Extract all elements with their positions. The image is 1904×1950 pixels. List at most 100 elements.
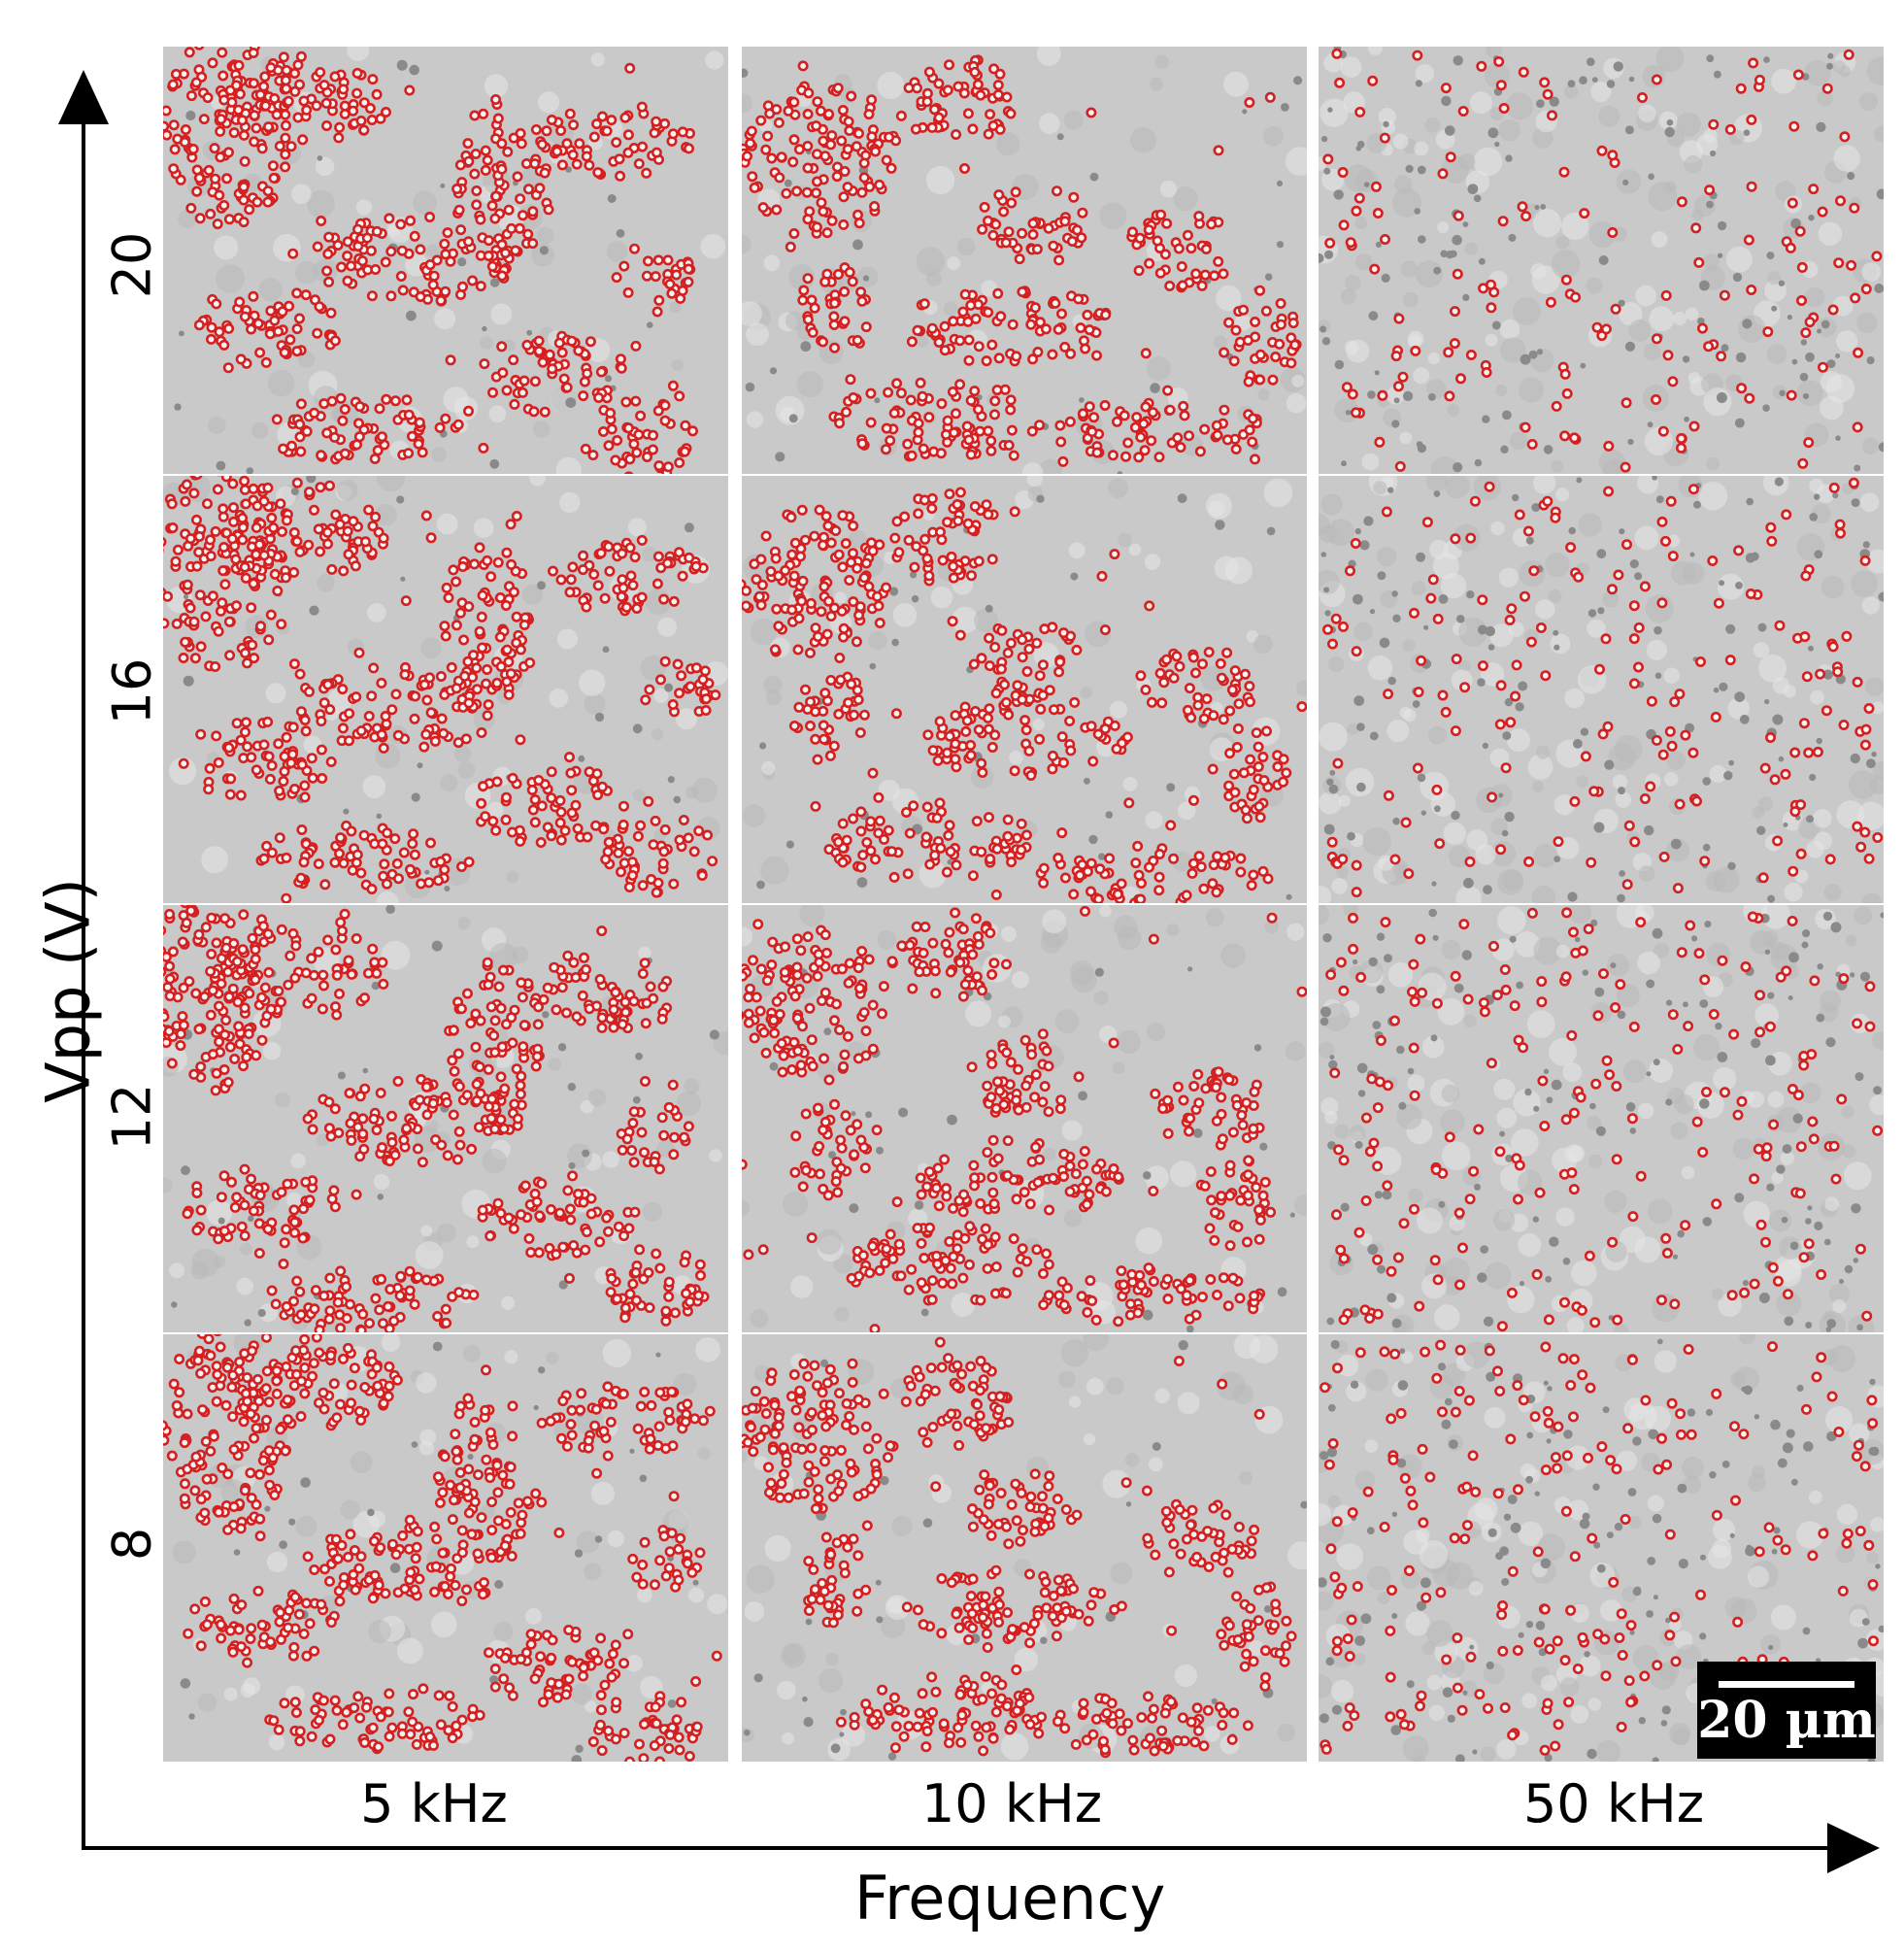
tracked-particle [679, 446, 690, 457]
tracked-particle [585, 1208, 597, 1220]
tracked-particle [316, 716, 327, 727]
tracked-particle [789, 537, 801, 549]
tracked-particle [751, 992, 762, 1003]
tracked-particle [516, 977, 527, 989]
tracked-particle [1048, 704, 1059, 716]
tracked-particle [947, 616, 958, 627]
tracked-particle [632, 830, 644, 842]
tracked-particle [791, 933, 803, 945]
dark-particle [1553, 644, 1560, 651]
tracked-particle [1057, 756, 1069, 768]
tracked-particle [627, 1118, 639, 1129]
tracked-particle [1267, 374, 1279, 386]
tracked-particle [465, 1018, 477, 1029]
tracked-particle [474, 542, 485, 554]
tracked-particle [856, 295, 868, 307]
tracked-particle [572, 823, 584, 834]
tracked-particle [1207, 878, 1219, 890]
tracked-particle [828, 311, 840, 322]
background-bubble [1531, 780, 1544, 792]
tracked-particle [788, 134, 800, 146]
tracked-particle [210, 525, 221, 537]
tracked-particle [915, 377, 926, 388]
background-bubble [1069, 960, 1095, 986]
tracked-particle [679, 1131, 690, 1143]
background-bubble [1519, 377, 1545, 403]
tracked-particle [1656, 597, 1668, 609]
row-label-20: 20 [101, 231, 163, 299]
tracked-particle [321, 526, 333, 538]
dark-particle [709, 1029, 720, 1040]
tracked-particle [1017, 693, 1028, 705]
dark-particle [1766, 252, 1775, 260]
tracked-particle [384, 1156, 395, 1167]
dark-particle [1763, 56, 1770, 63]
tracked-particle [358, 1143, 370, 1155]
tracked-particle [246, 1173, 257, 1185]
tracked-particle [185, 90, 197, 102]
tracked-particle [213, 1233, 224, 1245]
tracked-particle [1331, 48, 1343, 59]
background-bubble [1135, 1227, 1163, 1255]
tracked-particle [420, 1081, 432, 1093]
tracked-particle [351, 1189, 362, 1200]
tracked-particle [1257, 865, 1269, 877]
tracked-particle [503, 689, 515, 700]
tracked-particle [258, 853, 270, 864]
tracked-particle [517, 992, 528, 1003]
tracked-particle [881, 154, 892, 166]
dark-particle [1778, 280, 1786, 286]
tracked-particle [596, 1012, 608, 1024]
tracked-particle [612, 434, 623, 446]
tracked-particle [193, 1024, 205, 1035]
tracked-particle [463, 697, 475, 709]
tracked-particle [496, 138, 508, 150]
tracked-particle [395, 219, 407, 230]
tracked-particle [501, 385, 513, 396]
tracked-particle [853, 610, 865, 622]
tracked-particle [266, 1285, 278, 1296]
tracked-particle [326, 395, 338, 407]
dark-particle [1822, 669, 1833, 680]
tracked-particle [316, 744, 327, 756]
tracked-particle [786, 549, 798, 560]
tracked-particle [235, 790, 247, 801]
tracked-particle [534, 183, 546, 194]
dark-particle [1809, 513, 1818, 521]
tracked-particle [611, 137, 622, 149]
tracked-particle [835, 674, 847, 686]
dark-particle [632, 723, 643, 734]
tracked-particle [451, 576, 462, 588]
tracked-particle [211, 730, 222, 742]
tracked-particle [205, 1009, 217, 1021]
tracked-particle [1173, 243, 1185, 254]
tracked-particle [1344, 565, 1355, 577]
background-bubble [1144, 554, 1161, 570]
tracked-particle [1139, 445, 1151, 456]
dark-particle [406, 310, 417, 321]
tracked-particle [935, 842, 947, 854]
background-bubble [1727, 697, 1751, 720]
tracked-particle [389, 833, 401, 845]
tracked-particle [934, 797, 946, 809]
background-bubble [1170, 1160, 1197, 1188]
tracked-particle [1065, 745, 1077, 756]
tracked-particle [534, 1210, 546, 1222]
tracked-particle [1445, 151, 1456, 163]
tracked-particle [269, 315, 281, 326]
tracked-particle [603, 836, 615, 848]
tracked-particle [220, 1015, 232, 1026]
tracked-particle [194, 213, 206, 224]
tracked-particle [455, 1003, 467, 1015]
tracked-particle [228, 516, 240, 527]
tracked-particle [1253, 800, 1265, 812]
tracked-particle [1450, 306, 1461, 318]
tracked-particle [234, 88, 246, 100]
tracked-particle [413, 438, 424, 450]
tracked-particle [858, 157, 870, 169]
tracked-particle [924, 858, 936, 870]
background-bubble [1319, 722, 1348, 752]
tracked-particle [805, 647, 817, 658]
tracked-particle [1140, 401, 1152, 413]
tracked-particle [442, 227, 453, 239]
